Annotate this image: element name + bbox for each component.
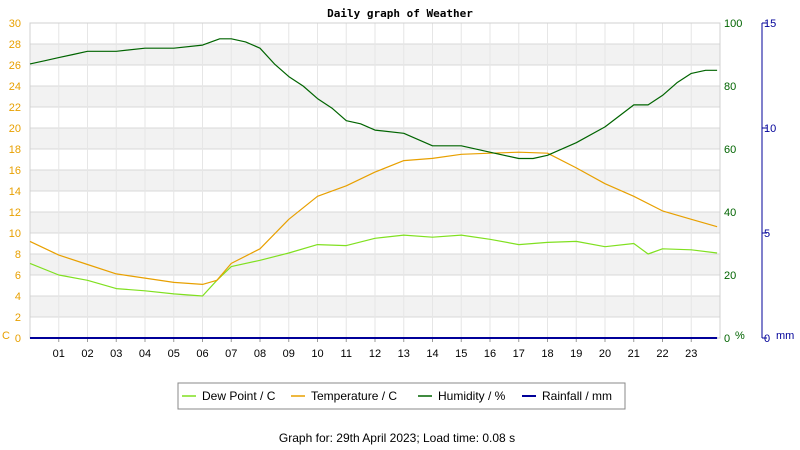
temperature-tick-label: 8 <box>15 249 21 261</box>
chart-title: Daily graph of Weather <box>327 7 473 20</box>
axis-unit-label: C <box>2 330 10 342</box>
legend-box <box>177 382 626 410</box>
x-tick-label: 01 <box>53 348 65 360</box>
temperature-tick-label: 30 <box>9 18 21 30</box>
humidity-tick-label: 80 <box>724 81 736 93</box>
humidity-tick-label: 60 <box>724 144 736 156</box>
legend-label: Humidity / % <box>438 389 506 403</box>
x-tick-label: 09 <box>283 348 295 360</box>
x-tick-label: 21 <box>628 348 640 360</box>
x-tick-label: 11 <box>341 348 352 360</box>
x-tick-label: 14 <box>426 348 438 360</box>
axis-unit-labels: C% mm <box>2 330 794 342</box>
x-tick-label: 08 <box>254 348 266 360</box>
series-line <box>29 38 718 160</box>
temperature-tick-label: 10 <box>9 228 21 240</box>
humidity-tick-label: 0 <box>724 333 730 345</box>
x-tick-label: 03 <box>110 348 122 360</box>
x-tick-label: 06 <box>196 348 208 360</box>
temperature-tick-label: 28 <box>9 39 21 51</box>
x-tick-label: 07 <box>225 348 237 360</box>
temperature-tick-label: 2 <box>15 312 21 324</box>
rainfall-tick-label: 10 <box>764 123 776 135</box>
x-tick-label: 04 <box>139 348 151 360</box>
temperature-tick-label: 22 <box>9 102 21 114</box>
rainfall-tick-label: 5 <box>764 228 770 240</box>
temperature-tick-label: 14 <box>9 186 21 198</box>
x-tick-label: 02 <box>81 348 93 360</box>
humidity-axis: 0 20 40 60 80 100 <box>724 18 742 345</box>
humidity-tick-label: 40 <box>724 207 736 219</box>
x-axis: 01 02 03 04 05 06 07 08 09 10 11 12 13 14 15 16 17 18 19 20… <box>53 338 697 360</box>
x-tick-label: 16 <box>484 348 496 360</box>
temperature-tick-label: 24 <box>9 81 21 93</box>
temperature-tick-label: 6 <box>15 270 21 282</box>
temperature-tick-label: 4 <box>15 291 21 303</box>
x-tick-label: 20 <box>599 348 611 360</box>
x-tick-label: 17 <box>513 348 525 360</box>
axis-unit-label: mm <box>776 330 794 342</box>
temperature-tick-label: 16 <box>9 165 21 177</box>
x-tick-label: 19 <box>570 348 582 360</box>
legend-label: Rainfall / mm <box>542 389 612 403</box>
x-tick-label: 10 <box>311 348 323 360</box>
legend-label: Temperature / C <box>311 389 397 403</box>
series-lines <box>29 38 718 339</box>
grid-lines <box>29 22 721 339</box>
series-line <box>29 151 718 285</box>
legend-label: Dew Point / C <box>202 389 276 403</box>
x-tick-label: 22 <box>656 348 668 360</box>
x-tick-label: 15 <box>455 348 467 360</box>
temperature-tick-label: 26 <box>9 60 21 72</box>
x-tick-label: 13 <box>398 348 410 360</box>
temperature-tick-label: 20 <box>9 123 21 135</box>
series-line <box>29 234 718 297</box>
legend: Dew Point / C Temperature / C Humidity / %… <box>177 382 626 410</box>
temperature-tick-label: 0 <box>15 333 21 345</box>
x-tick-label: 23 <box>685 348 697 360</box>
rainfall-tick-label: 15 <box>764 18 776 30</box>
x-tick-label: 05 <box>168 348 180 360</box>
temperature-tick-label: 12 <box>9 207 21 219</box>
x-tick-label: 12 <box>369 348 381 360</box>
humidity-tick-label: 100 <box>724 18 742 30</box>
rainfall-tick-label: 0 <box>764 333 770 345</box>
axis-unit-label: % <box>735 330 745 342</box>
x-tick-label: 18 <box>541 348 553 360</box>
temperature-tick-label: 18 <box>9 144 21 156</box>
humidity-tick-label: 20 <box>724 270 736 282</box>
footer-text: Graph for: 29th April 2023; Load time: 0… <box>279 431 515 445</box>
rainfall-axis: 0 5 10 15 <box>761 18 776 345</box>
